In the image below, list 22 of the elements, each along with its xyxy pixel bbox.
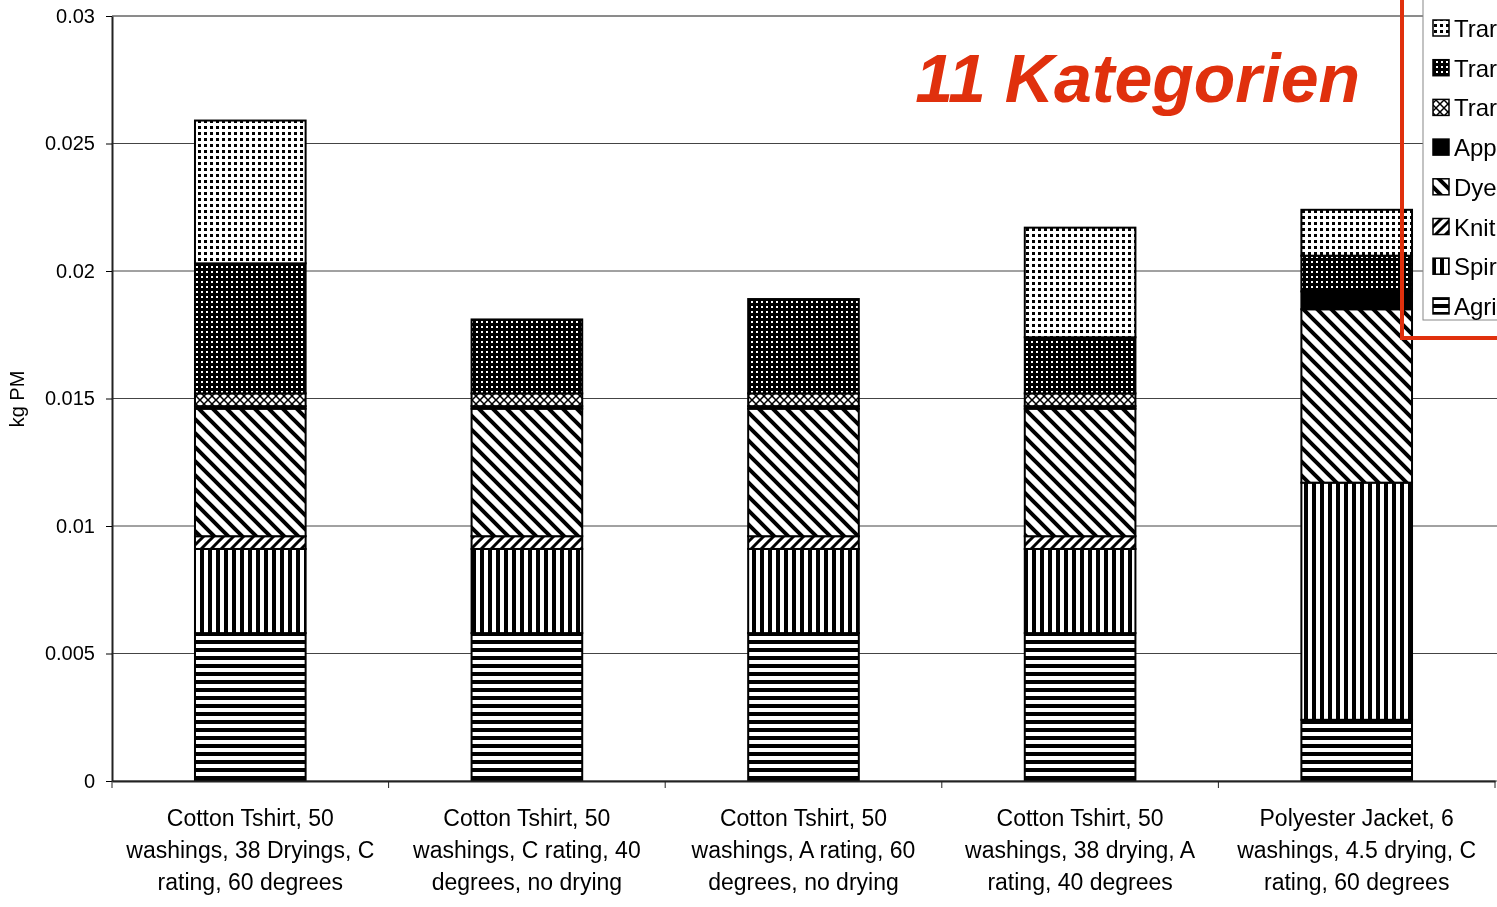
y-tick-label: 0.01	[56, 514, 95, 537]
legend-label: Spir	[1454, 253, 1497, 281]
x-tick-label: Cotton Tshirt, 50 washings, A rating, 60 degrees, no drying	[690, 805, 916, 895]
y-axis-title: kg PM	[6, 370, 28, 428]
y-tick-label: 0.005	[44, 642, 95, 665]
y-tick-label: 0.02	[56, 259, 95, 282]
x-tick-label: Cotton Tshirt, 50 washings, 38 Dryings, C rating, 60 degrees	[125, 805, 375, 895]
legend-label: Knit	[1454, 213, 1496, 241]
chart-title: 11 Kategorien	[915, 40, 1360, 116]
legend-label: Trar	[1454, 15, 1497, 42]
y-tick-label: 0.025	[44, 132, 95, 155]
x-tick-label: Cotton Tshirt, 50 washings, C rating, 40 degrees, no drying	[412, 805, 641, 895]
y-tick-label: 0.015	[44, 387, 95, 410]
legend-label: Trar	[1454, 54, 1497, 82]
y-tick-label: 0	[83, 769, 95, 792]
legend-label: Dye	[1454, 173, 1497, 201]
x-tick-label: Polyester Jacket, 6 washings, 4.5 drying, C rating, 60 degrees	[1236, 805, 1477, 895]
legend-label: Trar	[1454, 94, 1497, 122]
legend-label: App	[1454, 134, 1497, 162]
legend-label: Agri	[1454, 292, 1497, 320]
y-tick-label: 0.03	[56, 4, 95, 27]
x-tick-label: Cotton Tshirt, 50 washings, 38 drying, A rating, 40 degrees	[964, 805, 1196, 895]
